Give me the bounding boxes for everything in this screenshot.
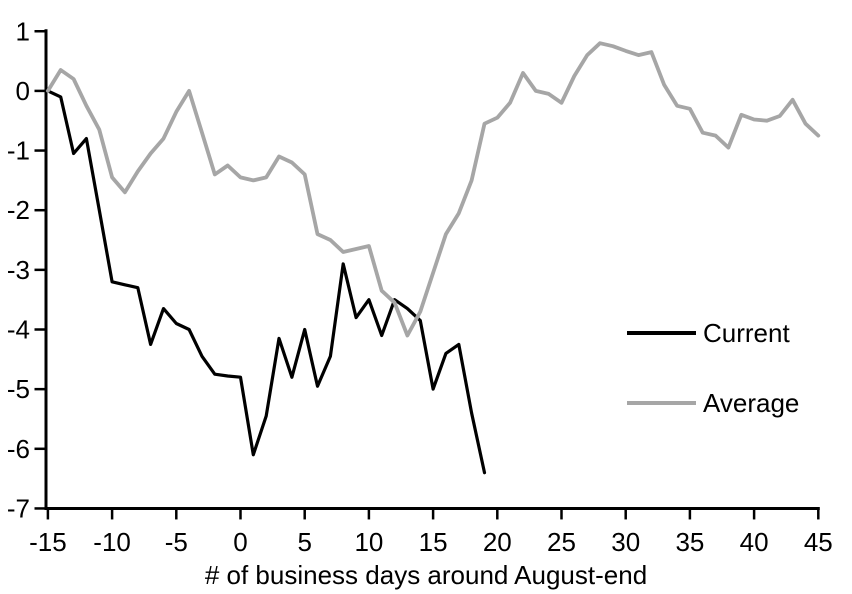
x-tick-label: 10 xyxy=(354,527,383,557)
x-tick-label: 30 xyxy=(611,527,640,557)
x-tick-label: 45 xyxy=(804,527,833,557)
y-tick-label: -6 xyxy=(7,434,30,464)
x-tick-label: 20 xyxy=(483,527,512,557)
x-tick-label: -10 xyxy=(93,527,131,557)
x-tick-label: -5 xyxy=(165,527,188,557)
y-tick-label: -1 xyxy=(7,136,30,166)
y-tick-label: -5 xyxy=(7,374,30,404)
x-tick-label: 15 xyxy=(419,527,448,557)
x-tick-label: 5 xyxy=(297,527,311,557)
y-tick-label: 0 xyxy=(16,76,30,106)
x-tick-label: 0 xyxy=(233,527,247,557)
series-line-current xyxy=(46,89,487,475)
legend-label-average: Average xyxy=(703,387,800,418)
current-line-swatch xyxy=(627,331,696,335)
x-axis-title: # of business days around August-end xyxy=(204,560,648,590)
y-tick-label: -7 xyxy=(7,493,30,523)
legend-label-current: Current xyxy=(703,317,790,348)
x-tick-label: 35 xyxy=(675,527,704,557)
x-tick-label: 40 xyxy=(740,527,769,557)
y-tick-label: -2 xyxy=(7,195,30,225)
legend-item-average: Average xyxy=(627,387,800,418)
x-tick-label: -15 xyxy=(29,527,67,557)
legend-item-current: Current xyxy=(627,317,790,348)
average-line-swatch xyxy=(627,401,696,405)
y-tick-label: -4 xyxy=(7,315,30,345)
x-tick-label: 25 xyxy=(547,527,576,557)
y-tick-label: -3 xyxy=(7,255,30,285)
series-line-average xyxy=(46,41,821,338)
y-tick-label: 1 xyxy=(16,16,30,46)
